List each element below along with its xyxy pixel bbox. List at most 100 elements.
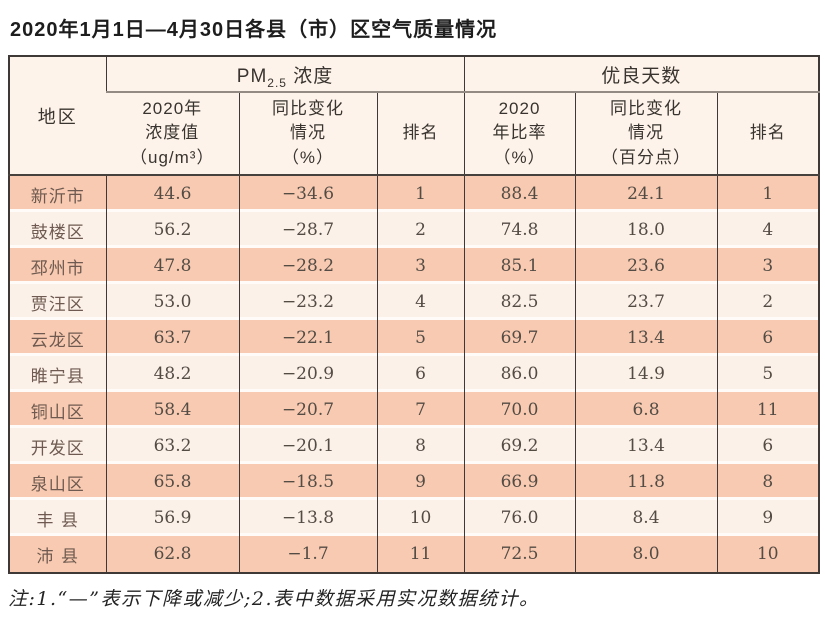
good-days-ratio-cell: 66.9 [463, 464, 576, 500]
good-days-change-cell: 8.4 [574, 500, 718, 536]
good-days-rank-cell: 3 [716, 248, 820, 284]
table-row: 新沂市 44.6 −34.6 1 88.4 24.1 1 [9, 175, 820, 212]
region-cell: 贾汪区 [9, 284, 106, 320]
pm25-value-cell: 65.8 [105, 464, 239, 500]
region-cell: 邳州市 [9, 248, 106, 284]
pm25-rank-cell: 1 [376, 175, 465, 212]
pm25-rank-cell: 2 [376, 212, 465, 248]
footnote: 注:1.“—”表示下降或减少;2.表中数据采用实况数据统计。 [8, 588, 540, 610]
good-days-rank-cell: 6 [716, 320, 820, 356]
pm25-value-cell: 47.8 [105, 248, 239, 284]
good-days-rank-cell: 8 [716, 464, 820, 500]
pm25-value-cell: 44.6 [105, 175, 239, 212]
region-cell: 新沂市 [9, 175, 106, 212]
pm25-label-prefix: PM [236, 65, 268, 87]
pm25-rank-cell: 5 [376, 320, 465, 356]
good-days-change-cell: 6.8 [574, 392, 718, 428]
good-days-ratio-cell: 74.8 [463, 212, 576, 248]
table-row: 鼓楼区 56.2 −28.7 2 74.8 18.0 4 [9, 212, 820, 248]
region-cell: 睢宁县 [9, 356, 106, 392]
good-days-rank-cell: 6 [716, 428, 820, 464]
pm25-rank-cell: 6 [376, 356, 465, 392]
pm25-change-cell: −28.2 [238, 248, 377, 284]
pm25-change-cell: −18.5 [238, 464, 377, 500]
pm25-value-cell: 56.9 [105, 500, 239, 536]
pm25-rank-cell: 7 [376, 392, 465, 428]
pm25-value-cell: 62.8 [105, 536, 239, 573]
good-days-change-cell: 23.7 [574, 284, 718, 320]
subheader-row: 2020年 浓度值 （ug/m³） 同比变化 情况 （%） 排名 2020 年比… [9, 92, 820, 176]
good-days-rank-cell: 2 [716, 284, 820, 320]
region-cell: 开发区 [9, 428, 106, 464]
pm25-value-cell: 63.7 [105, 320, 239, 356]
pm25-value-cell: 48.2 [105, 356, 239, 392]
table-header: 地区 PM2.5 浓度 优良天数 2020年 浓度值 （ug/m³） 同比变化 … [9, 56, 820, 176]
pm25-rank-cell: 8 [376, 428, 465, 464]
pm25-rank-cell: 11 [376, 536, 465, 573]
good-days-ratio-cell: 86.0 [463, 356, 576, 392]
good-days-ratio-cell: 85.1 [463, 248, 576, 284]
pm25-change-cell: −23.2 [238, 284, 377, 320]
pm25-change-cell: −34.6 [238, 175, 377, 212]
table-row: 云龙区 63.7 −22.1 5 69.7 13.4 6 [9, 320, 820, 356]
good-days-rank-cell: 5 [716, 356, 820, 392]
good-days-change-cell: 24.1 [574, 175, 718, 212]
good-days-ratio-cell: 69.2 [463, 428, 576, 464]
table-row: 丰 县 56.9 −13.8 10 76.0 8.4 9 [9, 500, 820, 536]
good-days-ratio-cell: 70.0 [463, 392, 576, 428]
pm25-label-subscript: 2.5 [267, 75, 287, 90]
pm25-rank-cell: 10 [376, 500, 465, 536]
good-days-change-cell: 14.9 [574, 356, 718, 392]
column-header-pm25-value: 2020年 浓度值 （ug/m³） [106, 92, 239, 176]
table-row: 开发区 63.2 −20.1 8 69.2 13.4 6 [9, 428, 820, 464]
good-days-ratio-cell: 76.0 [463, 500, 576, 536]
pm25-change-cell: −20.7 [238, 392, 377, 428]
table-body: 新沂市 44.6 −34.6 1 88.4 24.1 1 鼓楼区 56.2 −2… [9, 175, 820, 573]
table-row: 睢宁县 48.2 −20.9 6 86.0 14.9 5 [9, 356, 820, 392]
column-header-pm25-change: 同比变化 情况 （%） [238, 92, 377, 176]
good-days-rank-cell: 4 [716, 212, 820, 248]
pm25-change-cell: −13.8 [238, 500, 377, 536]
group-header-pm25: PM2.5 浓度 [105, 56, 465, 93]
good-days-change-cell: 13.4 [574, 320, 718, 356]
table-row: 泉山区 65.8 −18.5 9 66.9 11.8 8 [9, 464, 820, 500]
region-cell: 丰 县 [9, 500, 106, 536]
pm25-change-cell: −20.1 [238, 428, 377, 464]
table-row: 沛 县 62.8 −1.7 11 72.5 8.0 10 [9, 536, 820, 573]
column-header-good-days-change: 同比变化 情况 （百分点） [574, 92, 718, 176]
pm25-value-cell: 56.2 [105, 212, 239, 248]
region-cell: 泉山区 [9, 464, 106, 500]
column-header-region: 地区 [9, 56, 106, 176]
good-days-rank-cell: 1 [716, 175, 820, 212]
table-row: 贾汪区 53.0 −23.2 4 82.5 23.7 2 [9, 284, 820, 320]
good-days-rank-cell: 10 [716, 536, 820, 573]
region-cell: 鼓楼区 [9, 212, 106, 248]
page-title: 2020年1月1日—4月30日各县（市）区空气质量情况 [10, 19, 498, 41]
pm25-value-cell: 58.4 [105, 392, 239, 428]
region-cell: 云龙区 [9, 320, 106, 356]
pm25-change-cell: −1.7 [238, 536, 377, 573]
pm25-rank-cell: 9 [376, 464, 465, 500]
pm25-change-cell: −20.9 [238, 356, 377, 392]
pm25-value-cell: 53.0 [105, 284, 239, 320]
pm25-label-suffix: 浓度 [286, 65, 334, 87]
good-days-rank-cell: 9 [716, 500, 820, 536]
group-header-row: 地区 PM2.5 浓度 优良天数 [9, 56, 820, 176]
region-cell: 铜山区 [9, 392, 106, 428]
good-days-change-cell: 23.6 [574, 248, 718, 284]
good-days-ratio-cell: 88.4 [463, 175, 576, 212]
pm25-value-cell: 63.2 [105, 428, 239, 464]
good-days-change-cell: 11.8 [574, 464, 718, 500]
air-quality-table: 地区 PM2.5 浓度 优良天数 2020年 浓度值 （ug/m³） 同比变化 … [8, 55, 821, 574]
pm25-rank-cell: 4 [376, 284, 465, 320]
column-header-good-days-rank: 排名 [716, 92, 820, 176]
pm25-change-cell: −22.1 [238, 320, 377, 356]
pm25-change-cell: −28.7 [238, 212, 377, 248]
column-header-good-days-ratio: 2020 年比率 （%） [463, 92, 576, 176]
good-days-ratio-cell: 82.5 [463, 284, 576, 320]
pm25-rank-cell: 3 [376, 248, 465, 284]
good-days-change-cell: 13.4 [574, 428, 718, 464]
table-row: 邳州市 47.8 −28.2 3 85.1 23.6 3 [9, 248, 820, 284]
table-row: 铜山区 58.4 −20.7 7 70.0 6.8 11 [9, 392, 820, 428]
